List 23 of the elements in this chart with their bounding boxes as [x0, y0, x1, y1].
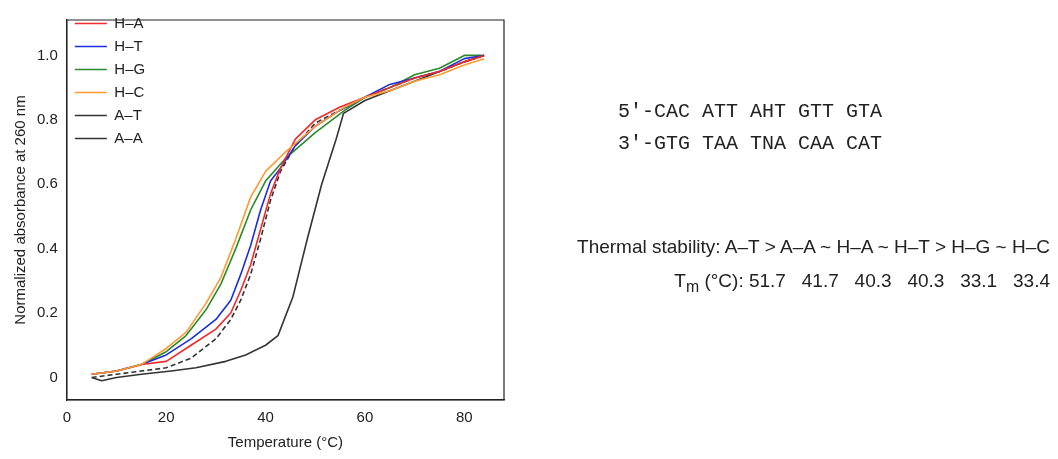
y-axis-title: Normalized absorbance at 260 nm: [11, 95, 29, 325]
y-tick-label: 1.0: [36, 45, 58, 63]
text: T$_{m}$ (°C): 51.7 41.7 40.3 40.3 33.1 33.4: [673, 269, 1050, 297]
x-axis-title: Temperature (°C): [227, 433, 344, 451]
legend-label: H–C: [114, 82, 145, 100]
y-tick-label: 0.2: [36, 303, 58, 321]
legend-label: H–A: [114, 13, 144, 31]
y-tick-label: 0.8: [36, 109, 58, 127]
x-tick-label: 0: [62, 408, 72, 426]
text: 5′-CAC ATT AHT GTT GTA: [618, 99, 884, 125]
text: Thermal stability: A–T > A–A ~ H–A ~ H–T > H–G ~ H–C: [576, 235, 1050, 259]
y-tick-label: 0.6: [36, 174, 58, 192]
y-tick-label: 0.4: [36, 238, 58, 256]
y-tick-label: 0: [49, 367, 58, 385]
x-tick-label: 60: [356, 408, 374, 426]
legend-label: H–T: [114, 36, 143, 54]
text: 3′-GTG TAA TNA CAA CAT: [618, 131, 884, 157]
x-tick-label: 40: [257, 408, 274, 426]
legend-label: H–G: [114, 59, 146, 77]
x-tick-label: 20: [157, 408, 175, 426]
legend-label: A–T: [114, 105, 142, 123]
legend-label: A–A: [114, 128, 143, 146]
x-tick-label: 80: [455, 408, 473, 426]
